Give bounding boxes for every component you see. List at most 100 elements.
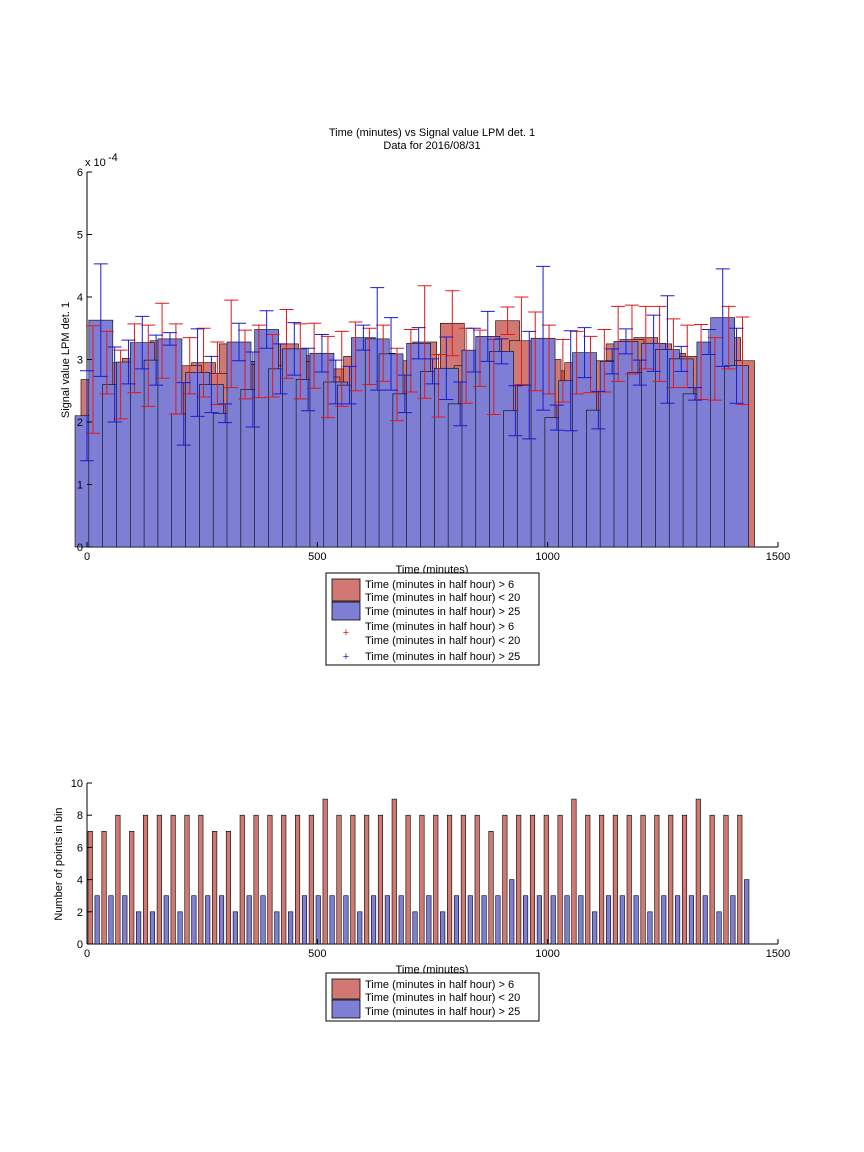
bottom-bar-blue [730,895,736,945]
top-error-bar-red [182,337,197,395]
bottom-bar-blue [274,911,280,945]
top-error-bar-blue [328,359,343,405]
bottom-bar-red [212,830,218,945]
bottom-bar-blue [371,895,377,945]
top-error-bar-blue [701,329,716,355]
top-error-bar-blue [218,403,233,424]
top-error-bar-blue [715,268,730,367]
bottom-bar-red [198,814,204,945]
top-error-bar-red [583,335,598,394]
top-error-bar-blue [245,351,260,428]
bottom-bar-red [543,814,549,945]
top-error-bar-red [514,296,529,385]
top-error-bar-red [251,324,266,399]
bottom-bar-blue [647,911,653,945]
top-error-bar-red [652,305,667,382]
bottom-bar-blue [592,911,598,945]
top-error-bar-blue [135,315,150,370]
bottom-bar-blue [702,895,708,945]
top-legend-box [325,572,540,666]
top-error-bar-red [542,324,557,395]
bottom-bar-red [391,798,397,945]
bottom-bar-blue [453,895,460,945]
bottom-x-tick-label: 500 [308,948,326,960]
bottom-bar-blue [177,911,183,945]
bottom-bar-blue [205,895,211,945]
top-error-bar-red [472,329,487,387]
top-x-tick-label: 500 [308,551,326,563]
top-error-bar-red [127,323,142,394]
chart-title: Time (minutes) vs Signal value LPM det. … [329,127,535,139]
top-x-tick-label: 0 [84,551,90,563]
bottom-y-tick-label: 6 [77,842,83,854]
bottom-bar-red [654,814,660,945]
bottom-bar-red [516,814,522,945]
bottom-bar-blue [578,895,584,945]
bottom-bar-red [87,830,93,945]
bottom-bar-red [419,814,425,945]
top-error-bar-blue [190,328,205,417]
top-legend-item-3-line1: Time (minutes in half hour) > 6 [365,621,514,633]
top-error-bar-blue [107,346,122,423]
top-legend-item-2: Time (minutes in half hour) > 25 [365,606,520,618]
top-error-bar-red [224,299,239,389]
bottom-bar-red [281,814,287,945]
top-error-bar-red [210,341,225,405]
bottom-bar-red [640,814,646,945]
bottom-bar-red [529,814,536,945]
bottom-bar-red [253,814,259,945]
top-error-bar-blue [176,382,191,446]
top-legend: + + Time (minutes in half hour) > 6 Time… [325,572,540,666]
bottom-bar-blue [744,879,750,945]
bottom-bar-red [460,814,466,945]
top-y-tick-label: 1 [77,480,83,492]
top-error-bar-red [196,327,211,398]
top-error-bar-red [168,323,183,415]
bottom-y-tick-label: 4 [77,875,83,887]
bottom-legend-swatch-red [331,978,361,1000]
top-error-bar-blue [494,338,509,365]
top-error-bar-red [597,329,612,393]
top-error-bar-red [141,324,156,407]
top-error-bar-red [486,339,501,415]
bottom-bar-blue [564,895,570,945]
bottom-bar-blue [357,911,363,945]
bottom-y-axis-label: Number of points in bin [53,807,65,920]
top-error-bar-blue [522,330,537,440]
bottom-bar-red [322,798,328,945]
top-error-bar-blue [425,358,440,385]
top-chart-ticks: 0 500 1000 1500 0 1 2 3 4 5 6 [77,167,790,563]
bottom-bar-blue [246,895,252,945]
bottom-bar-blue [288,911,294,945]
bottom-bar-blue [481,895,487,945]
bottom-bar-blue [136,911,142,945]
bottom-bar-blue [329,895,335,945]
top-error-bar-red [445,290,460,357]
top-error-bar-blue [480,310,495,362]
bottom-bar-red [668,814,674,945]
bottom-bar-blue [260,895,266,945]
top-error-bar-blue [453,381,468,427]
bottom-legend-item-2: Time (minutes in half hour) > 25 [365,1006,520,1018]
top-error-bar-blue [605,348,620,375]
bottom-bar-red [433,814,439,945]
top-error-bar-blue [121,339,136,385]
top-x-tick-label: 1500 [766,551,790,563]
top-error-bar-blue [149,334,164,386]
top-error-bar-red [293,323,308,400]
top-error-bar-blue [204,355,219,414]
bottom-bar-blue [619,895,625,945]
bottom-bar-blue [301,895,308,945]
bottom-bar-red [474,814,480,945]
bottom-bar-blue [440,911,446,945]
top-error-bar-red [611,305,626,382]
top-error-bar-blue [591,390,606,430]
top-error-bar-blue [536,265,551,411]
top-error-bar-blue [314,334,329,373]
bottom-bar-blue [398,895,404,945]
bottom-bar-red [695,798,701,945]
bottom-legend-item-1-line2: Time (minutes in half hour) < 20 [365,992,520,1004]
top-error-bar-blue [563,330,578,432]
top-error-bar-red [666,318,681,389]
